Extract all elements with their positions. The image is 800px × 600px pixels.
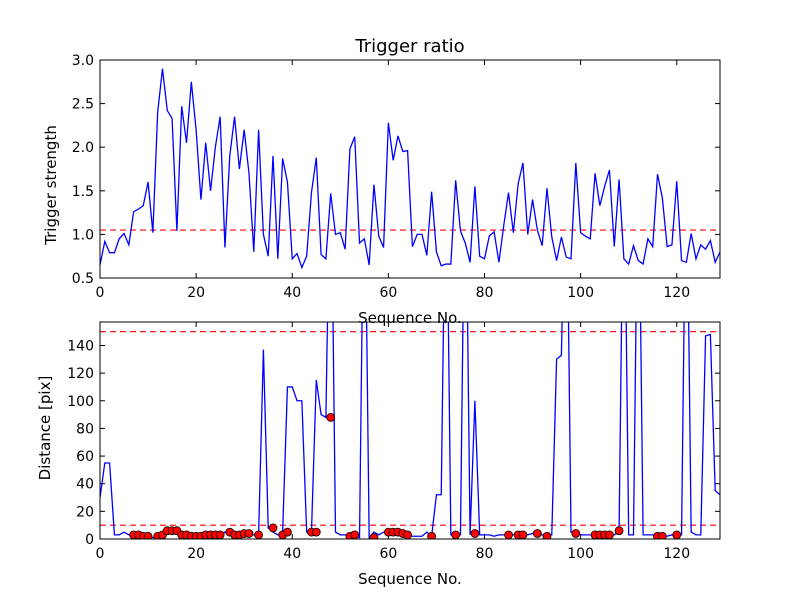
x-tick-label: 20 (187, 546, 205, 562)
data-marker (403, 530, 412, 539)
distance-chart: Distance [pix] Sequence No. 0 20 40 60 80 100… (36, 321, 721, 588)
y-tick-label: 1.0 (72, 227, 94, 243)
y-tick-label: 120 (67, 366, 94, 382)
data-marker (504, 530, 513, 539)
y-tick-label: 1.5 (72, 184, 94, 200)
data-marker (470, 529, 480, 538)
y-tick-label: 20 (76, 504, 94, 520)
x-axis-label: Sequence No. (358, 309, 462, 327)
y-tick-label: 0 (85, 532, 94, 548)
plot-frame (99, 59, 721, 279)
data-marker (542, 531, 552, 539)
plot-area (99, 321, 721, 540)
data-marker (532, 529, 542, 538)
data-marker (672, 530, 682, 539)
trigger-ratio-chart: Trigger ratio Trigger strength Sequence … (42, 36, 721, 327)
plot-area (99, 59, 721, 279)
x-tick-label: 100 (567, 546, 594, 562)
data-marker (518, 530, 528, 539)
x-tick-label: 60 (379, 285, 397, 301)
y-tick-label: 3.0 (72, 53, 94, 69)
clipped-series (100, 68, 720, 270)
plot-frame (99, 321, 721, 540)
data-marker (427, 531, 437, 539)
y-tick-label: 140 (67, 338, 94, 354)
x-tick-label: 80 (476, 285, 494, 301)
data-marker (657, 531, 667, 539)
data-marker (326, 412, 336, 422)
x-tick-label: 0 (96, 285, 105, 301)
x-tick-label: 100 (567, 285, 594, 301)
data-marker (350, 530, 360, 539)
tick-group: 0 20 40 60 80 100 120 0 20 40 60 80 100 120 140 (67, 322, 720, 562)
y-axis-label: Distance [pix] (36, 376, 54, 481)
x-tick-label: 80 (476, 546, 494, 562)
y-tick-label: 0.5 (72, 271, 94, 287)
data-marker (311, 527, 321, 537)
x-tick-label: 40 (283, 546, 301, 562)
data-marker (215, 530, 225, 539)
data-marker (268, 523, 278, 533)
x-axis-label: Sequence No. (358, 570, 462, 588)
data-marker (369, 533, 379, 539)
data-marker (143, 531, 153, 539)
y-tick-label: 40 (76, 477, 94, 493)
x-tick-label: 60 (379, 546, 397, 562)
data-marker (605, 530, 614, 539)
series-line (100, 68, 720, 270)
x-tick-label: 120 (663, 546, 690, 562)
tick-group: 0 20 40 60 80 100 120 0.5 1.0 1.5 2.0 2.5 3.0 (72, 53, 720, 301)
chart-title: Trigger ratio (354, 36, 464, 57)
data-marker (451, 530, 461, 539)
y-tick-label: 2.5 (72, 97, 94, 113)
x-tick-label: 20 (187, 285, 205, 301)
y-tick-label: 80 (76, 421, 94, 437)
data-marker (283, 527, 292, 537)
y-axis-label: Trigger strength (42, 125, 60, 246)
y-tick-label: 2.0 (72, 140, 94, 156)
x-tick-label: 120 (663, 285, 690, 301)
x-tick-label: 0 (96, 546, 105, 562)
data-marker (571, 529, 581, 538)
data-marker (614, 526, 624, 536)
y-tick-label: 100 (67, 394, 94, 410)
data-marker (254, 530, 264, 539)
data-marker (244, 529, 254, 538)
y-tick-label: 60 (76, 449, 94, 465)
x-tick-label: 40 (283, 285, 301, 301)
